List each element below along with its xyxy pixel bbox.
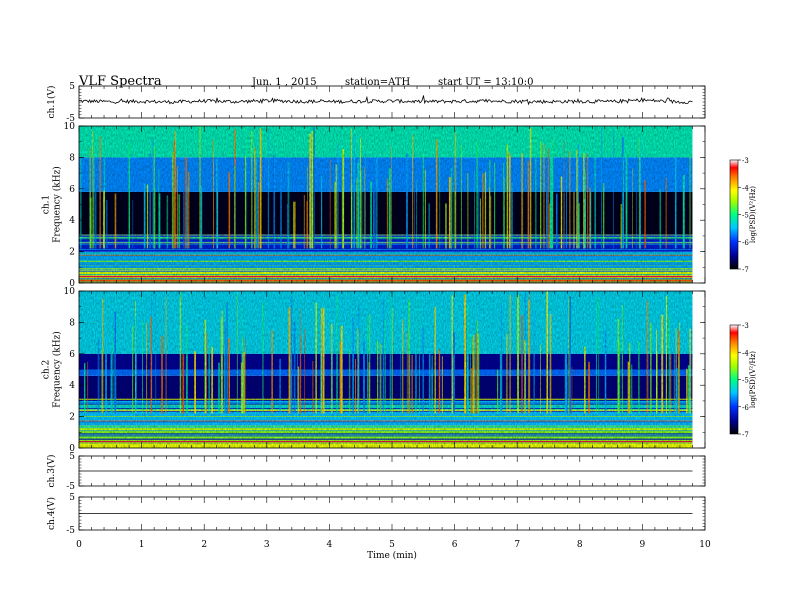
station-label: station=ATH	[345, 77, 411, 88]
ch4-waveform-ytick-label: 5	[69, 493, 75, 503]
x-tick-label: 0	[76, 540, 82, 550]
ch1-spectrogram	[79, 126, 705, 283]
ch1-cb-tick-label: -7	[742, 266, 749, 274]
ch2-spectrogram-ytick-label: 10	[64, 287, 76, 297]
ch1-spectrogram-ylabel: ch.1	[42, 195, 52, 214]
ch1-cb-tick-label: -3	[742, 157, 749, 165]
ch1-colorbar	[729, 159, 739, 270]
ch2-cb-tick-label: -6	[742, 404, 749, 412]
ch2-spectrogram	[79, 291, 705, 448]
ch1-spectrogram-ytick-label: 0	[69, 279, 75, 289]
ch3-waveform-ytick-label: -5	[66, 482, 75, 492]
start-time-label: start UT = 13:10:0	[438, 77, 534, 88]
x-tick-label: 2	[201, 540, 207, 550]
ch4-waveform-ytick-label: -5	[66, 526, 75, 536]
ch1-cb-tick-label: -4	[742, 184, 749, 192]
x-tick-label: 3	[264, 540, 270, 550]
ch2-spectrogram-ylabel: ch.2	[42, 360, 52, 379]
x-tick-label: 1	[139, 540, 145, 550]
ch2-spectrogram-ytick-label: 8	[69, 318, 75, 328]
ch1-spectrogram-ylabel: Frequency (kHz)	[52, 166, 63, 243]
ch1-lf-line	[79, 275, 693, 278]
ch2-lf-line	[79, 440, 693, 443]
ch2-spectrogram-ytick-label: 6	[69, 350, 75, 360]
ch3-waveform-ytick-label: 5	[69, 452, 75, 462]
ch1-spectrogram-ytick-label: 4	[69, 216, 75, 226]
x-axis-label: Time (min)	[367, 550, 417, 561]
x-tick-label: 9	[640, 540, 646, 550]
ch1-spectrogram-ytick-label: 2	[69, 248, 75, 258]
ch1-cb-tick-label: -6	[742, 239, 749, 247]
ch2-cb-tick-label: -7	[742, 431, 749, 439]
ch1-texture	[79, 126, 693, 283]
x-tick-label: 10	[699, 540, 711, 550]
ch2-spectrogram-ytick-label: 0	[69, 444, 75, 454]
ch1-waveform-ytick-label: -5	[66, 114, 75, 124]
ch1-waveform-ytick-label: 5	[69, 82, 75, 92]
page-title: VLF Spectra	[79, 74, 162, 89]
x-tick-label: 8	[577, 540, 583, 550]
ch2-cb-tick-label: -5	[742, 377, 749, 385]
ch2-cb-tick-label: -3	[742, 322, 749, 330]
ch1-spectrogram-ytick-label: 8	[69, 153, 75, 163]
ch1-blank	[692, 126, 705, 283]
ch2-cb-tick-label: -4	[742, 349, 749, 357]
ch2-blank	[692, 291, 705, 448]
ch2-cb-label: log(PSD)(V²/Hz)	[749, 351, 757, 408]
ch1-trace	[78, 95, 693, 106]
x-tick-label: 7	[514, 540, 520, 550]
ch2-spectrogram-ytick-label: 2	[69, 413, 75, 423]
ch2-spectrogram-ytick-label: 4	[69, 381, 75, 391]
ch4-waveform-ylabel: ch.4(V)	[46, 497, 57, 530]
ch2-spectrogram-ylabel: Frequency (kHz)	[52, 331, 63, 408]
ch1-waveform-ylabel: ch.1(V)	[46, 86, 57, 119]
date-label: Jun. 1 , 2015	[252, 77, 317, 88]
x-tick-label: 4	[327, 540, 333, 550]
ch3-waveform-ylabel: ch.3(V)	[46, 455, 57, 488]
ch1-cb-tick-label: -5	[742, 212, 749, 220]
x-tick-label: 5	[389, 540, 395, 550]
x-tick-label: 6	[452, 540, 458, 550]
ch1-cb-label: log(PSD)(V²/Hz)	[749, 186, 757, 243]
ch1-spectrogram-ytick-label: 6	[69, 185, 75, 195]
ch2-colorbar	[729, 324, 739, 435]
ch2-texture	[79, 291, 693, 448]
ch1-spectrogram-ytick-label: 10	[64, 122, 76, 132]
